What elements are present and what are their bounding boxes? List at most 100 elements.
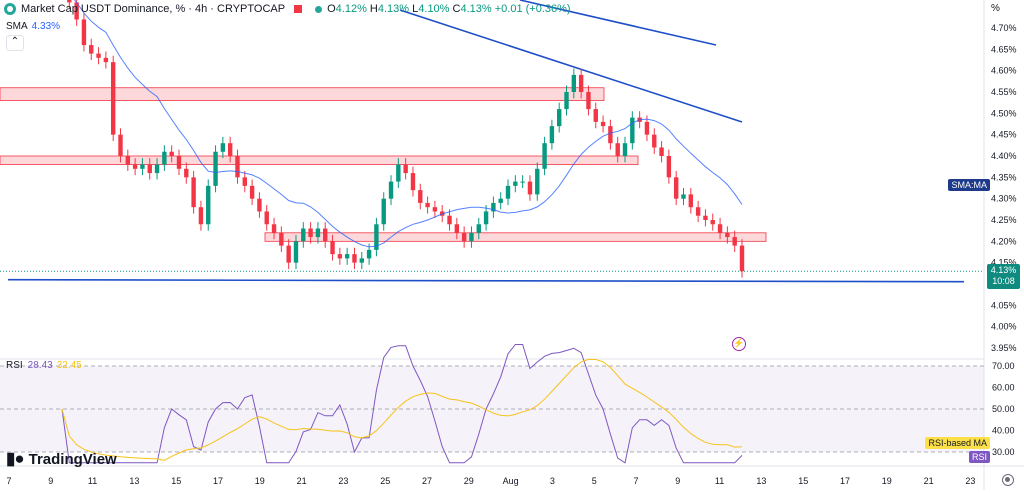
sma-label: SMA [6,21,28,32]
candle-body [323,228,328,242]
price-tick-label: 4.45% [991,130,1017,140]
sma-value: 4.33% [31,21,61,32]
candle-body [557,109,562,127]
time-tick-label: 5 [592,476,597,486]
price-tick-label: 4.55% [991,87,1017,97]
candle-body [154,164,160,174]
current-price: 4.13% [990,265,1017,275]
candle-body [652,134,657,148]
candle-body [147,164,152,174]
candle-body [257,198,262,212]
rsi-tick-label: 30.00 [992,447,1015,457]
upper-channel-line [519,0,717,46]
candle-body [213,151,218,186]
price-tick-label: 4.20% [991,236,1017,246]
resistance-zone [264,232,767,242]
collapse-legend-button[interactable]: ⌃ [6,35,24,51]
resistance-zone [0,155,639,165]
candle-body [454,224,460,233]
candle-body [264,211,269,225]
candle-body [717,224,723,233]
time-tick-label: 9 [675,476,680,486]
candle-body [132,164,138,169]
lightning-alert-icon[interactable]: ⚡ [732,337,746,351]
price-tick-label: 4.60% [991,66,1017,76]
candle-body [337,254,343,259]
time-tick-label: 15 [171,476,181,486]
sma-line [73,0,743,248]
lower-channel-line [399,9,743,123]
rsi-label: RSI [6,360,23,371]
candle-body [600,121,606,127]
candle-body [659,147,664,156]
candle-body [681,194,686,199]
candle-body [703,215,708,220]
candle-body [184,168,189,178]
candle-body [235,156,240,178]
candle-body [388,181,394,199]
candle-body [359,258,364,263]
candle-body [520,181,525,183]
candle-body [410,173,416,191]
candle-body [564,92,569,110]
candle-body [666,156,672,178]
price-tick-label: 4.50% [991,108,1017,118]
candle-body [593,109,598,122]
time-tick-label: 17 [213,476,223,486]
candle-body [74,2,79,20]
rsi-legend[interactable]: RSI 28.43 32.45 [6,360,82,371]
price-tick-label: 4.05% [991,300,1017,310]
time-tick-label: 23 [965,476,975,486]
price-tick-label: 4.30% [991,194,1017,204]
time-tick-label: 13 [129,476,139,486]
time-tick-label: 7 [6,476,11,486]
candle-body [374,224,379,250]
symbol-title[interactable]: Market Cap USDT Dominance, % · 4h · CRYP… [21,3,286,15]
candle-body [578,74,584,92]
candle-body [169,151,174,156]
time-tick-label: 17 [840,476,850,486]
candle-body [542,143,547,169]
tether-logo-icon [4,3,16,15]
candle-body [418,190,423,203]
price-tick-label: 4.40% [991,151,1017,161]
candle-body [476,224,481,233]
candle-body [403,164,408,174]
candle-body [483,211,489,225]
candle-body [301,228,306,242]
ohlc-values: O4.12% H4.13% L4.10% C4.13% +0.01 (+0.36… [327,3,571,15]
candle-body [673,177,679,199]
price-tick-label: 4.65% [991,44,1017,54]
candle-body [352,254,357,263]
time-tick-label: 13 [756,476,766,486]
candle-body [96,53,101,58]
candle-body [469,232,474,242]
symbol-legend[interactable]: Market Cap USDT Dominance, % · 4h · CRYP… [4,3,571,15]
sma-axis-tag: SMA:MA [948,179,990,191]
candle-body [110,62,116,135]
rsi-tick-label: 40.00 [992,426,1015,436]
tradingview-logo[interactable]: ▮● TradingView [6,449,117,469]
candle-body [586,92,591,110]
candle-body [67,0,72,3]
candle-body [491,202,496,212]
flag-icon[interactable] [294,5,303,13]
candle-body [432,207,438,212]
candle-body [644,121,650,135]
time-tick-label: Aug [503,476,519,486]
market-status-icon [315,5,323,13]
rsi-ma-value: 32.45 [56,360,82,371]
candle-body [513,181,518,186]
candle-body [344,254,350,259]
candle-body [249,185,255,199]
sma-legend[interactable]: SMA 4.33% [6,21,60,32]
candle-body [103,57,109,63]
candle-body [608,126,613,144]
candle-body [732,237,737,246]
candle-body [293,241,299,263]
settings-gear-icon[interactable] [1002,474,1014,486]
bar-countdown: 10:08 [992,276,1015,286]
time-tick-label: 19 [882,476,892,486]
